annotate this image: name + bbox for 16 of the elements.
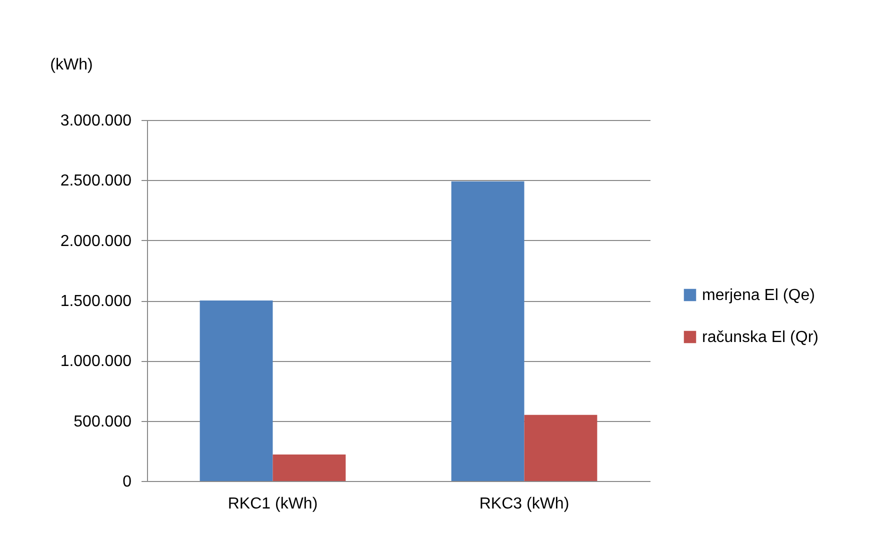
y-axis-title: (kWh) [50, 56, 93, 74]
y-tick-label: 3.000.000 [60, 112, 132, 130]
y-tick-label: 500.000 [74, 413, 132, 430]
y-tick-label: 2.000.000 [60, 232, 132, 250]
y-tick-label: 0 [122, 474, 132, 490]
bar [524, 414, 598, 481]
y-tick-label: 1.000.000 [60, 353, 132, 370]
bar [272, 454, 346, 481]
legend-label: računska El (Qr) [702, 329, 818, 346]
y-tick-label: 2.500.000 [60, 172, 132, 190]
legend-label: merjena El (Qe) [702, 287, 815, 304]
bar [451, 181, 524, 481]
y-tick-label: 1.500.000 [60, 293, 132, 310]
bar [200, 300, 273, 481]
x-tick-label: RKC1 (kWh) [228, 496, 318, 512]
x-tick-label: RKC3 (kWh) [479, 496, 570, 512]
